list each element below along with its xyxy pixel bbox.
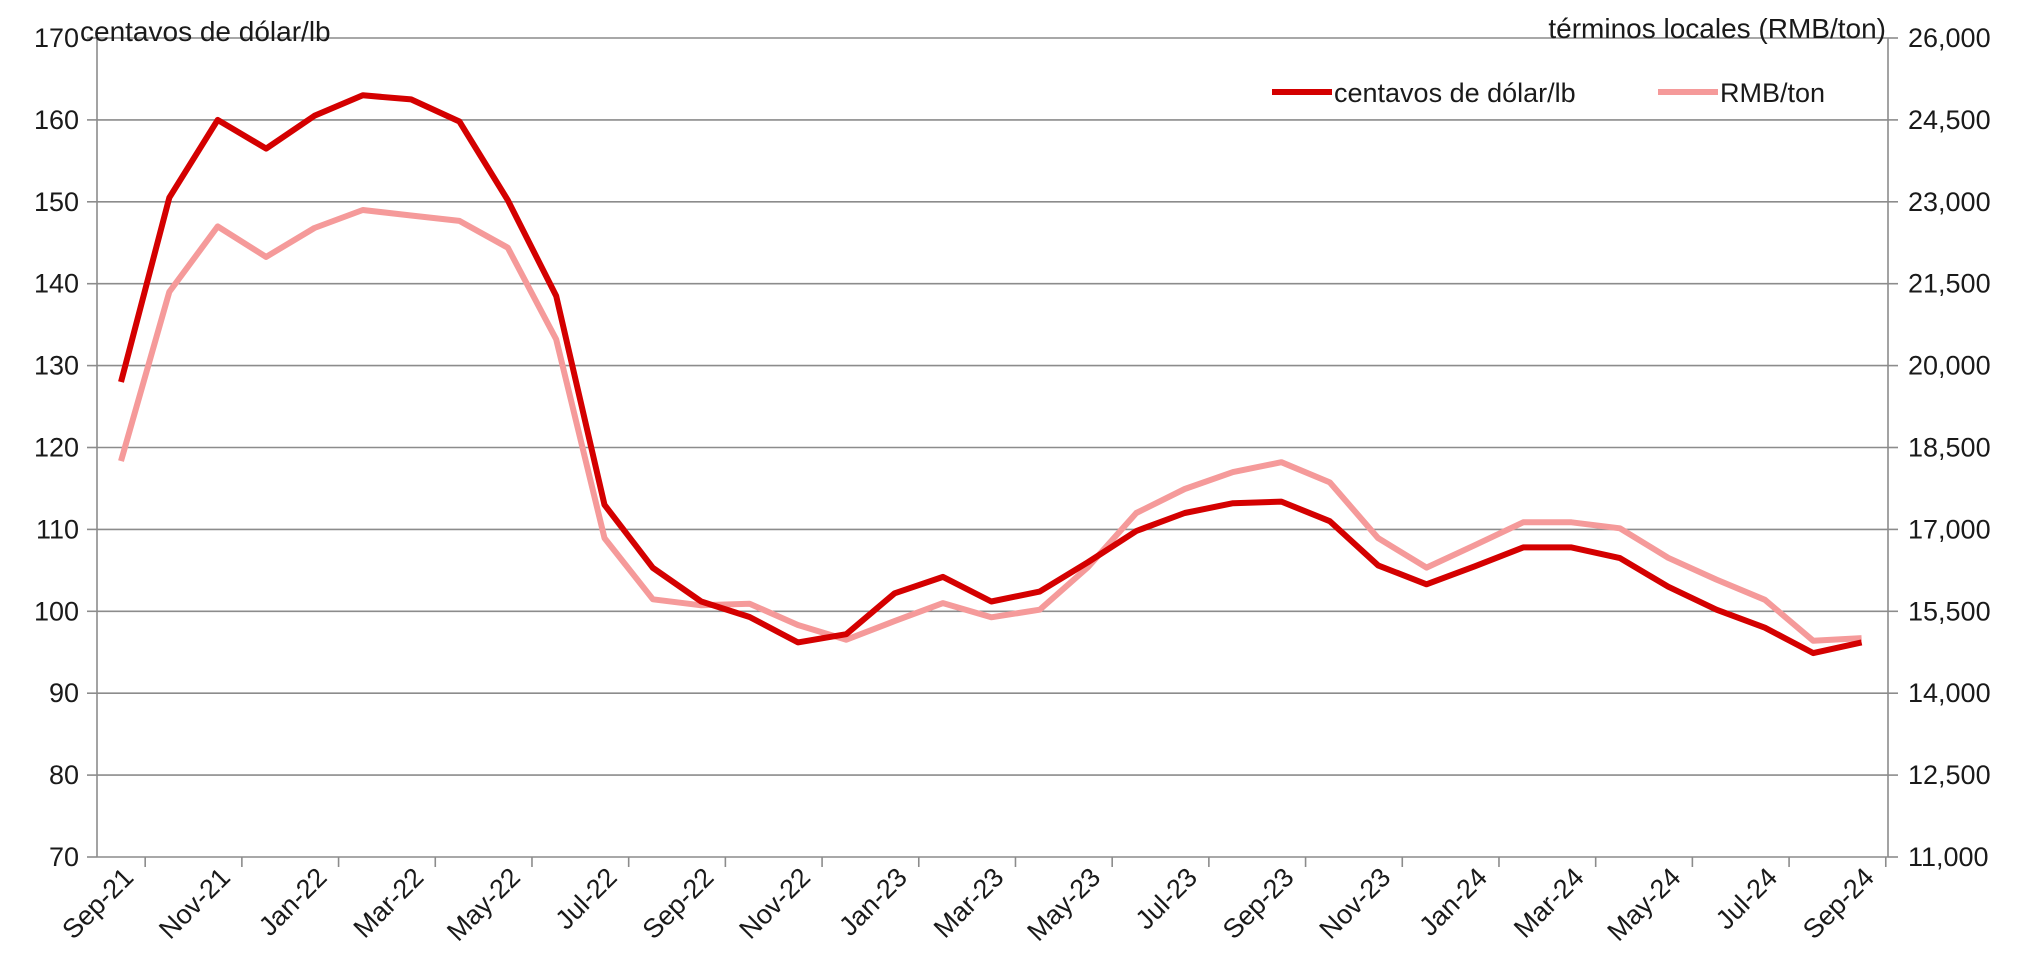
left-axis-tick-label: 160 [34, 105, 79, 135]
legend-label-usd: centavos de dólar/lb [1334, 78, 1576, 108]
x-axis-tick-label: Nov-21 [153, 862, 236, 945]
right-axis-title: términos locales (RMB/ton) [1548, 13, 1886, 44]
x-axis-tick-label: Jan-22 [253, 862, 333, 942]
left-axis-tick-label: 170 [34, 23, 79, 53]
x-axis-tick-label: Sep-21 [56, 862, 139, 945]
left-axis-tick-label: 90 [49, 678, 79, 708]
x-axis-tick-label: Jul-23 [1130, 862, 1203, 935]
right-axis-tick-label: 18,500 [1908, 433, 1991, 463]
left-axis-tick-label: 110 [36, 514, 79, 544]
series-lines [118, 92, 1863, 657]
right-axis-tick-label: 20,000 [1908, 351, 1991, 381]
left-axis-tick-label: 150 [34, 187, 79, 217]
x-axis-tick-label: Sep-24 [1797, 862, 1880, 945]
series-line-rmb [118, 207, 1862, 644]
legend: centavos de dólar/lb RMB/ton [1272, 78, 1825, 108]
left-axis-tick-label: 130 [34, 351, 79, 381]
x-axis-tick-label: Jul-22 [550, 862, 623, 935]
left-axis-tick-labels: 70 80 90 100 110 120 130 140 150 160 170 [34, 23, 79, 872]
x-axis-tick-label: Sep-22 [637, 862, 720, 945]
right-axis-tick-label: 23,000 [1908, 187, 1991, 217]
x-axis-tick-label: Jul-24 [1710, 862, 1783, 935]
right-axis-tick-label: 14,000 [1908, 678, 1991, 708]
right-axis-tick-label: 15,500 [1908, 596, 1991, 626]
left-axis-title: centavos de dólar/lb [80, 16, 331, 47]
x-axis-tick-labels: Sep-21 Nov-21 Jan-22 Mar-22 May-22 Jul-22 Sep-… [56, 862, 1879, 947]
left-axis-tick-label: 100 [34, 596, 79, 626]
right-axis-tick-label: 21,500 [1908, 269, 1991, 299]
x-axis-tick-label: Mar-23 [928, 862, 1010, 944]
right-axis-tick-labels: 11,000 12,500 14,000 15,500 17,000 18,500 20,0… [1908, 23, 1991, 872]
x-axis-tick-label: May-24 [1602, 862, 1687, 947]
right-axis-tick-label: 11,000 [1908, 842, 1989, 872]
x-axis-tick-label: May-23 [1021, 862, 1106, 947]
left-axis-tick-label: 70 [49, 842, 79, 872]
left-axis-tick-label: 140 [34, 269, 79, 299]
series-line-usd [118, 92, 1863, 657]
x-axis-tick-label: Nov-23 [1314, 862, 1397, 945]
x-axis-tick-label: Jan-23 [833, 862, 913, 942]
left-axis-tick-label: 120 [34, 433, 79, 463]
right-axis-tick-label: 26,000 [1908, 23, 1991, 53]
x-axis-tick-label: Nov-22 [733, 862, 816, 945]
x-axis-tick-label: Jan-24 [1413, 862, 1493, 942]
right-axis-tick-label: 12,500 [1908, 760, 1991, 790]
right-axis-tick-label: 24,500 [1908, 105, 1991, 135]
legend-label-rmb: RMB/ton [1720, 78, 1825, 108]
left-axis-tick-label: 80 [49, 760, 79, 790]
right-axis-tick-label: 17,000 [1908, 514, 1991, 544]
gridlines [97, 37, 1888, 776]
axes [87, 37, 1898, 867]
x-axis-tick-label: Mar-22 [348, 862, 430, 944]
x-axis-tick-label: Mar-24 [1508, 862, 1590, 944]
x-axis-tick-label: Sep-23 [1217, 862, 1300, 945]
x-axis-tick-label: May-22 [441, 862, 526, 947]
